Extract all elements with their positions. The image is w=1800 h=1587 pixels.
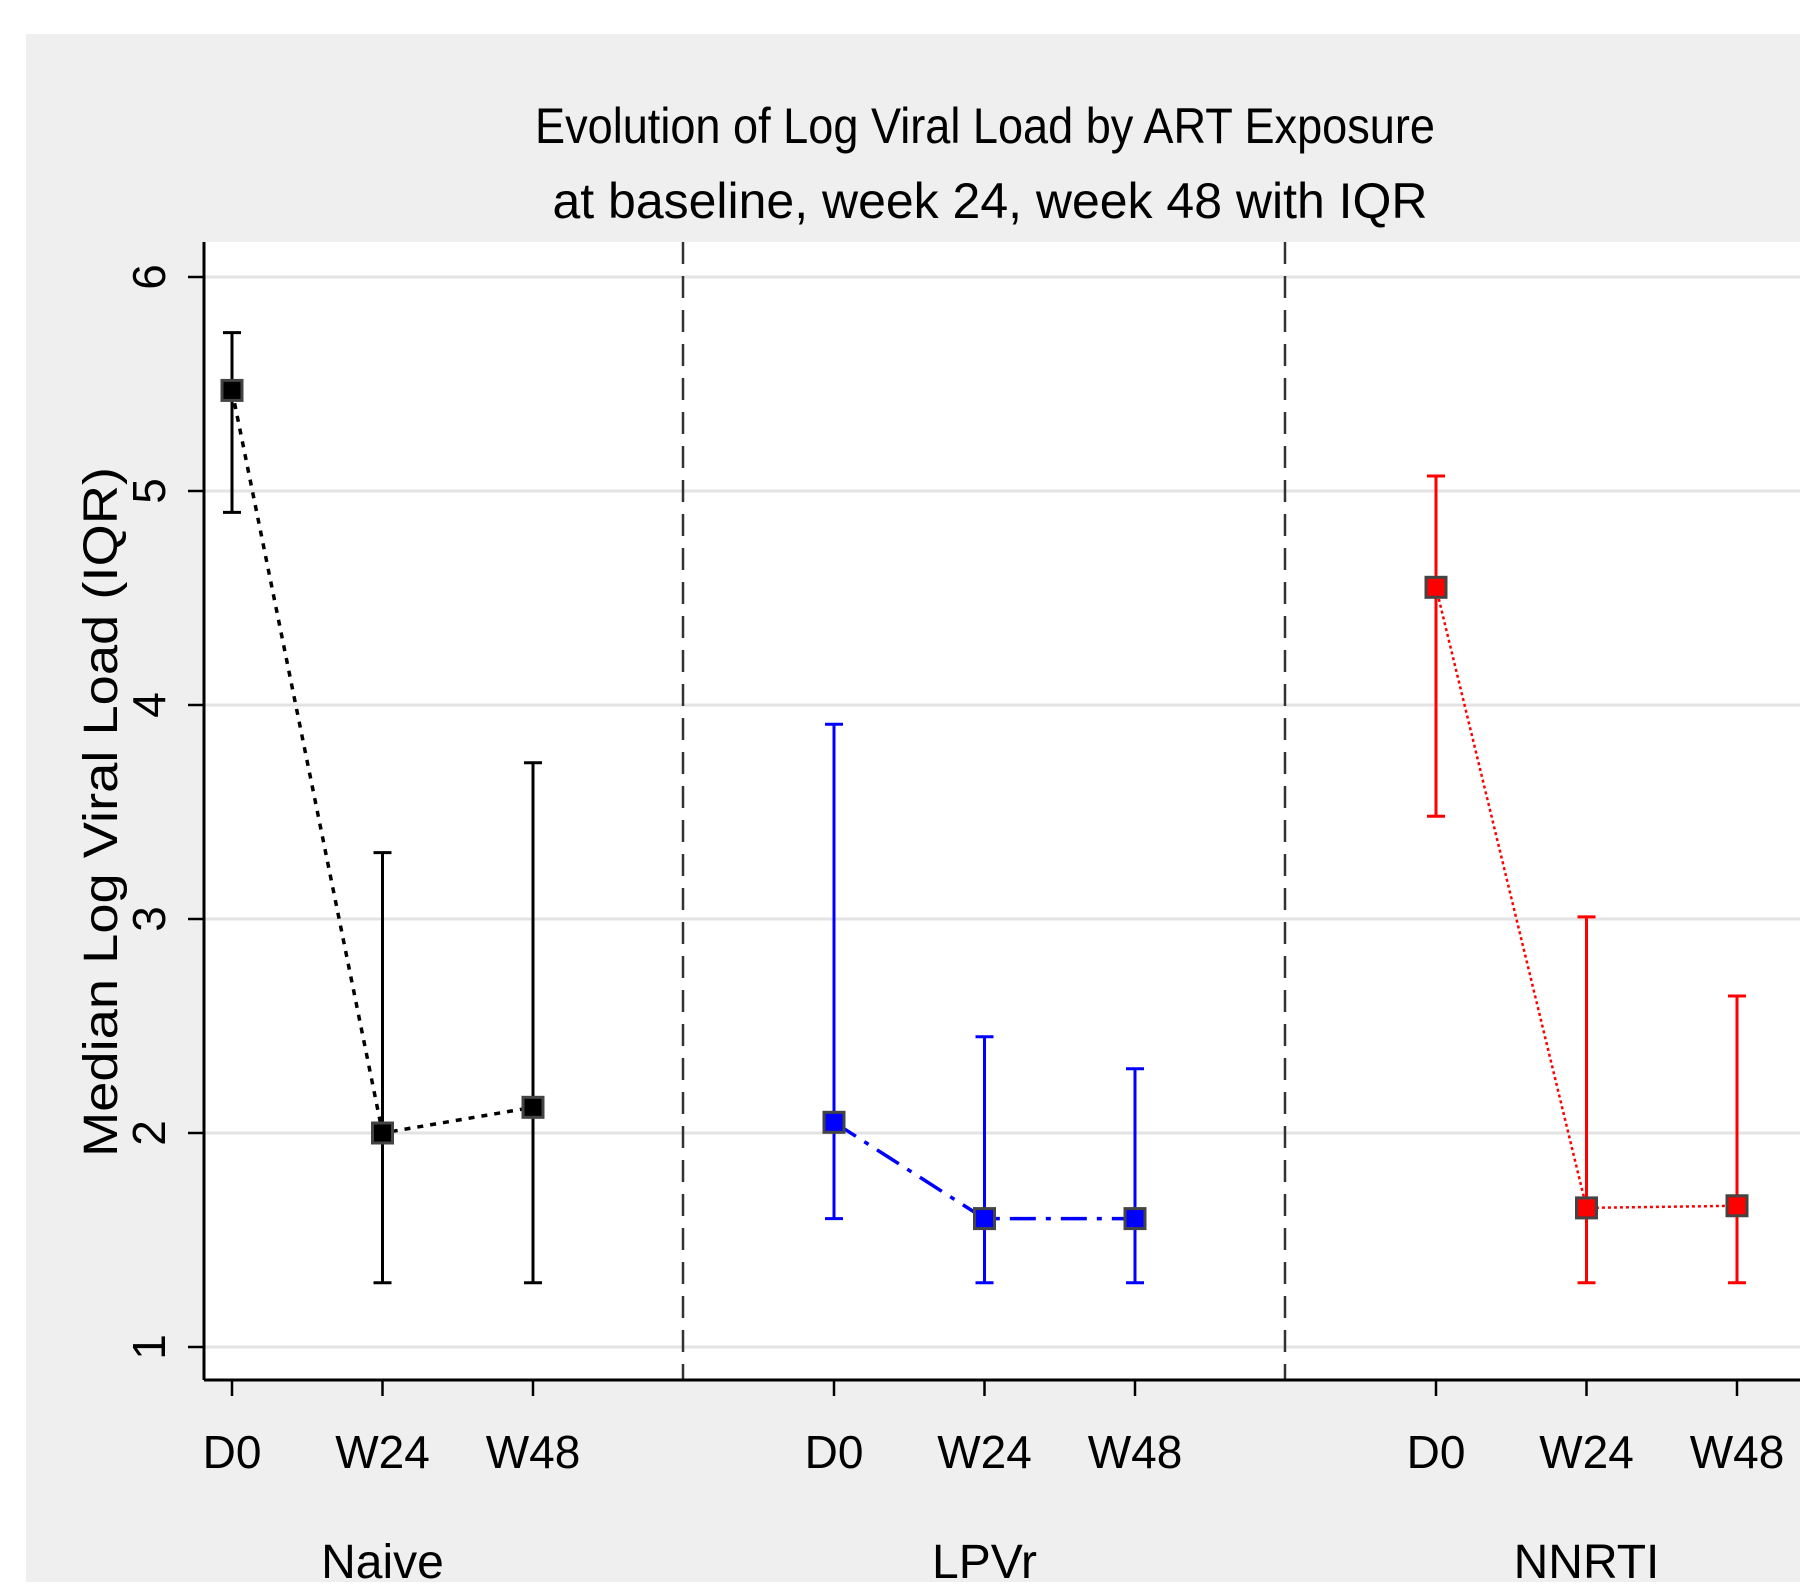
median-marker [1123,1207,1147,1231]
x-tick-label: D0 [805,1426,864,1478]
chart-subtitle: at baseline, week 24, week 48 with IQR [553,173,1428,229]
chart-title: Evolution of Log Viral Load by ART Expos… [535,98,1435,154]
y-axis-title: Median Log Viral Load (IQR) [75,467,128,1157]
x-tick-label: W24 [1539,1426,1634,1478]
group-dividers [681,242,1287,1380]
median-marker [220,378,244,402]
y-tick-label: 1 [123,1334,175,1360]
y-tick-label: 6 [123,264,175,290]
median-marker [371,1121,394,1145]
x-tick-label: W48 [1088,1426,1183,1478]
y-tick-label: 2 [123,1120,175,1146]
y-tick-label: 3 [123,906,175,932]
y-tick-label: 5 [123,478,175,504]
plot-area [204,242,1800,1380]
median-marker [521,1095,545,1119]
axes [188,242,1800,1396]
gridlines [204,275,1800,1349]
median-marker [822,1110,846,1134]
group-label: LPVr [932,1536,1037,1582]
x-tick-label: D0 [1407,1426,1466,1478]
y-tick-label: 4 [123,692,175,718]
x-tick-label: D0 [203,1426,262,1478]
median-marker [1725,1194,1749,1218]
median-marker [1575,1196,1598,1220]
x-tick-label: W48 [486,1426,581,1478]
group-label: Naive [321,1536,444,1582]
median-marker [1424,575,1448,599]
axis-labels: 1 2 3 4 5 6 D0 W24 W48 Naive D0 W24 W48 LPVr D0 W24 W48 N… [123,264,1785,1587]
series [220,331,1749,1285]
median-marker [973,1207,996,1231]
x-tick-label: W48 [1690,1426,1785,1478]
x-tick-label: W24 [335,1426,430,1478]
group-label: NNRTI [1514,1536,1660,1582]
x-tick-label: W24 [937,1426,1032,1478]
